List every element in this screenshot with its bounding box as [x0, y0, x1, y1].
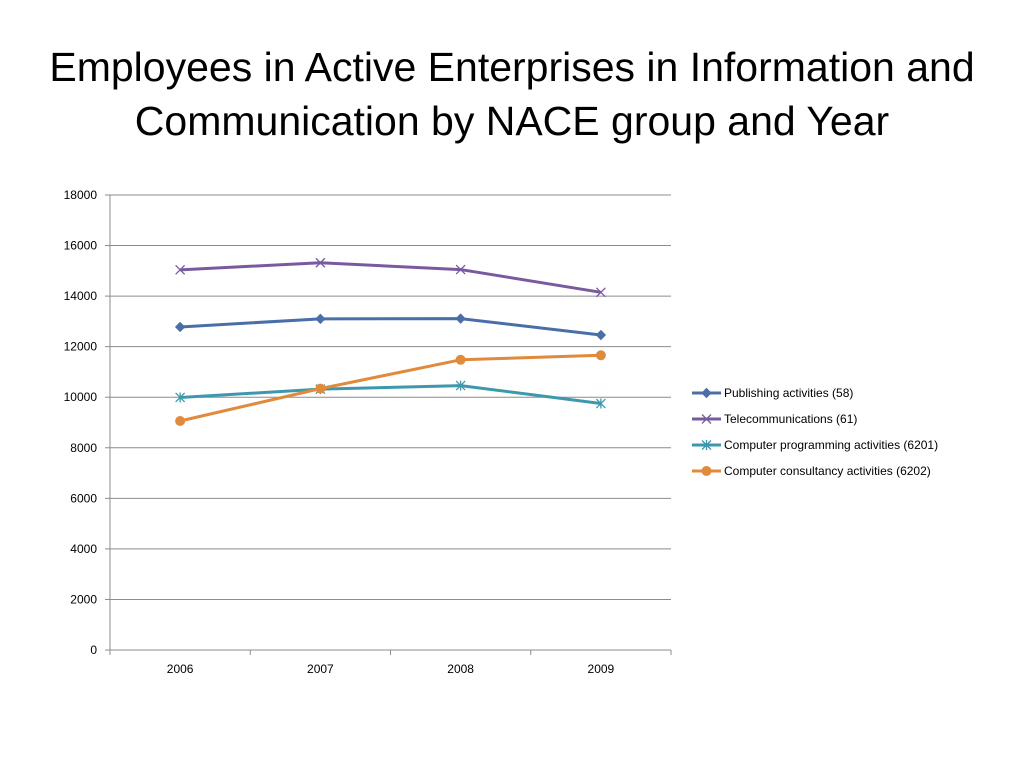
axes: 0 2000 4000 6000 8000 10000 12000 14000 16000 180…	[64, 188, 672, 676]
data-point	[175, 392, 186, 403]
legend-marker	[701, 414, 712, 424]
data-point	[595, 329, 607, 341]
y-tick-label: 12000	[64, 340, 98, 354]
chart-title: Employees in Active Enterprises in Infor…	[49, 44, 975, 144]
x-tick-label: 2009	[588, 662, 615, 676]
series-line	[180, 261, 602, 294]
data-point	[315, 313, 326, 325]
data-point	[455, 313, 466, 324]
data-point	[175, 415, 186, 426]
y-tick-label: 6000	[70, 491, 97, 505]
y-tick-label: 16000	[64, 239, 98, 253]
data-point	[455, 264, 466, 275]
x-tick-label: 2007	[307, 662, 334, 676]
data-point	[175, 264, 186, 275]
y-tick-label: 8000	[70, 441, 97, 455]
y-tick-label: 4000	[70, 542, 97, 556]
x-tick-label: 2006	[167, 662, 194, 676]
legend-entry-label: Publishing activities (58)	[724, 386, 853, 400]
data-point	[595, 287, 606, 298]
series-line	[180, 384, 602, 406]
data-point	[595, 350, 606, 361]
y-tick-label: 0	[90, 643, 97, 657]
series-lines	[174, 257, 607, 426]
series-line	[179, 353, 601, 423]
series-line	[180, 317, 602, 337]
y-tick-label: 10000	[64, 390, 98, 404]
legend-entry-label: Computer programming activities (6201)	[724, 438, 938, 452]
data-point	[315, 383, 326, 394]
data-point	[455, 354, 466, 365]
data-point	[455, 380, 466, 391]
legend: Publishing activities (58) Telecommunicat…	[692, 386, 938, 478]
legend-entry-label: Telecommunications (61)	[724, 412, 857, 426]
legend-entry-label: Computer consultancy activities (6202)	[724, 464, 931, 478]
y-tick-label: 18000	[64, 188, 98, 202]
data-point	[315, 257, 326, 268]
y-tick-label: 2000	[70, 592, 97, 606]
data-point	[595, 398, 606, 409]
x-tick-label: 2008	[447, 662, 474, 676]
legend-marker	[701, 440, 712, 450]
y-tick-label: 14000	[64, 289, 98, 303]
legend-marker	[701, 466, 712, 476]
legend-marker	[701, 387, 712, 399]
data-point	[174, 321, 186, 333]
